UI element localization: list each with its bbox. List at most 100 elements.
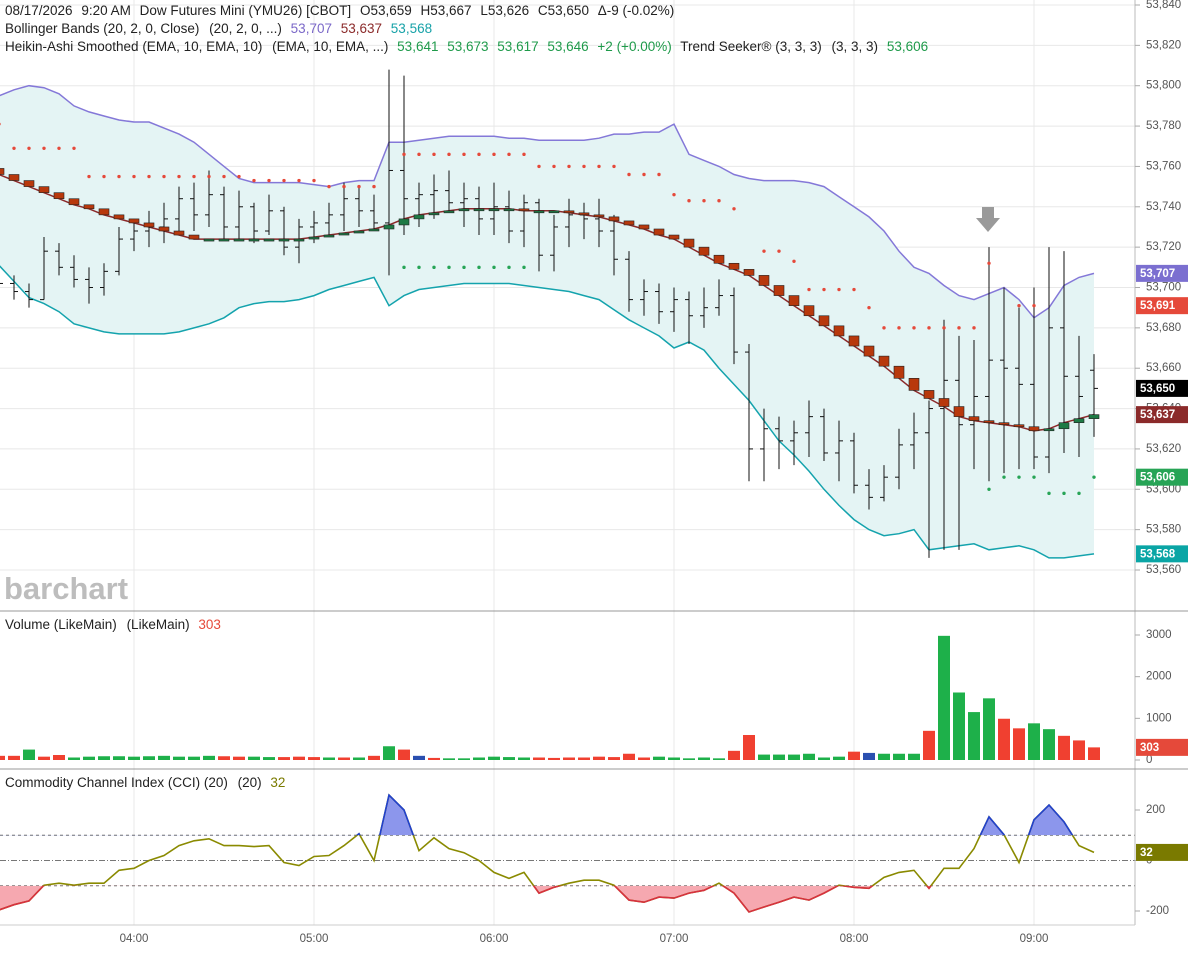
volume-bar bbox=[698, 757, 710, 760]
volume-bar bbox=[308, 757, 320, 760]
ha-candle bbox=[743, 269, 755, 276]
volume-bar bbox=[248, 756, 260, 760]
trend-seeker-dot bbox=[0, 122, 1, 126]
ha-candle bbox=[203, 238, 215, 242]
volume-bar bbox=[428, 757, 440, 760]
indicator-label: Heikin-Ashi Smoothed (EMA, 10, EMA, 10) bbox=[5, 39, 262, 54]
price-badge bbox=[1136, 468, 1188, 486]
price-badge bbox=[1136, 843, 1188, 861]
volume-bar bbox=[203, 755, 215, 760]
ha-candle bbox=[593, 214, 605, 218]
volume-bar bbox=[128, 756, 140, 760]
ha-candle bbox=[713, 254, 725, 264]
volume-bar bbox=[1073, 740, 1085, 760]
ha-readout: 53,641 bbox=[397, 39, 438, 54]
ha-candle bbox=[278, 238, 290, 242]
trend-seeker-dot bbox=[732, 207, 736, 211]
trend-seeker-dot bbox=[222, 174, 226, 179]
ha-candle bbox=[143, 222, 155, 228]
volume-bar bbox=[1043, 729, 1055, 760]
volume-bar bbox=[683, 758, 695, 760]
trend-seeker-dot bbox=[462, 152, 466, 157]
volume-bar bbox=[458, 758, 470, 760]
time: 9:20 AM bbox=[81, 3, 131, 18]
indicator-label: Trend Seeker® (3, 3, 3) bbox=[680, 39, 822, 54]
volume-bar bbox=[593, 756, 605, 760]
ha-candle bbox=[128, 218, 140, 224]
volume-bar bbox=[53, 755, 65, 760]
volume-bar bbox=[443, 758, 455, 760]
ha-candle bbox=[1043, 428, 1055, 432]
cci-line-overbought bbox=[355, 793, 1074, 836]
ha-candle bbox=[1088, 414, 1100, 419]
ha-candle bbox=[428, 212, 440, 216]
trend-seeker-dot bbox=[777, 249, 781, 253]
ha-candle bbox=[653, 228, 665, 236]
trend-seeker-dot bbox=[507, 152, 511, 157]
watermark: barchart bbox=[4, 571, 128, 606]
volume-bar bbox=[638, 757, 650, 760]
instrument: Dow Futures Mini (YMU26) [CBOT] bbox=[140, 3, 352, 18]
trend-seeker-dot bbox=[522, 152, 526, 157]
trend-seeker-dot bbox=[507, 265, 511, 270]
x-tick-label: 07:00 bbox=[660, 933, 689, 945]
volume-bar bbox=[98, 756, 110, 760]
trend-seeker-dot bbox=[1002, 475, 1006, 479]
trend-seeker-dot bbox=[597, 164, 601, 169]
x-tick-label: 04:00 bbox=[120, 933, 149, 945]
volume-bar bbox=[68, 757, 80, 760]
ha-candle bbox=[533, 210, 545, 214]
trend-seeker-dot bbox=[1077, 491, 1081, 496]
cci-line-oversold bbox=[0, 885, 932, 913]
trend-seeker-dot bbox=[1062, 491, 1066, 496]
trend-seeker-dot bbox=[12, 146, 16, 150]
bollinger-fill bbox=[0, 85, 1094, 558]
trend-seeker-dot bbox=[807, 287, 811, 292]
y-tick-label: 53,700 bbox=[1146, 282, 1181, 294]
volume-bar bbox=[113, 756, 125, 760]
trend-seeker-dot bbox=[477, 265, 481, 270]
ha-candle bbox=[563, 210, 575, 214]
trend-seeker-dot bbox=[492, 152, 496, 157]
volume-bar bbox=[518, 757, 530, 760]
trend-seeker-dot bbox=[462, 265, 466, 270]
ha-candle bbox=[773, 285, 785, 296]
x-tick-label: 05:00 bbox=[300, 933, 329, 945]
trend-seeker-dot bbox=[432, 152, 436, 157]
header-line-1: 08/17/2026 9:20 AM Dow Futures Mini (YMU… bbox=[5, 3, 674, 18]
y-tick-label: 2000 bbox=[1146, 671, 1172, 683]
ha-candle bbox=[53, 192, 65, 200]
ha-candle bbox=[23, 180, 35, 187]
trend-seeker-dot bbox=[72, 146, 76, 150]
ha-candle bbox=[293, 238, 305, 242]
trend-seeker-dot bbox=[252, 178, 256, 183]
indicator-label: Volume (LikeMain) bbox=[5, 617, 117, 632]
trend-seeker-dot bbox=[972, 326, 976, 330]
ha-candle bbox=[638, 224, 650, 230]
trend-seeker-dot bbox=[657, 172, 661, 177]
ha-candle bbox=[683, 238, 695, 248]
ha-candle bbox=[518, 208, 530, 212]
volume-bar bbox=[1013, 728, 1025, 760]
ha-candle bbox=[8, 174, 20, 181]
volume-bar bbox=[1028, 723, 1040, 760]
trend-seeker-dot bbox=[897, 326, 901, 330]
ha-candle bbox=[803, 305, 815, 317]
trend-seeker-dot bbox=[822, 287, 826, 292]
ha-readout: 53,617 bbox=[497, 39, 538, 54]
price-badge bbox=[1136, 379, 1188, 397]
trend-seeker-dot bbox=[447, 152, 451, 157]
ha-candle bbox=[923, 390, 935, 399]
volume-bar bbox=[578, 757, 590, 760]
ha-candle bbox=[1058, 422, 1070, 430]
trend-seeker-dot bbox=[432, 265, 436, 270]
trend-seeker-dot bbox=[477, 152, 481, 157]
volume-bar bbox=[668, 757, 680, 760]
volume-bar bbox=[338, 757, 350, 760]
price-badge-label: 53,707 bbox=[1140, 268, 1175, 280]
trend-seeker-dot bbox=[27, 146, 31, 150]
volume-bar bbox=[263, 757, 275, 760]
ha-candle bbox=[503, 208, 515, 212]
ha-candle bbox=[758, 275, 770, 286]
